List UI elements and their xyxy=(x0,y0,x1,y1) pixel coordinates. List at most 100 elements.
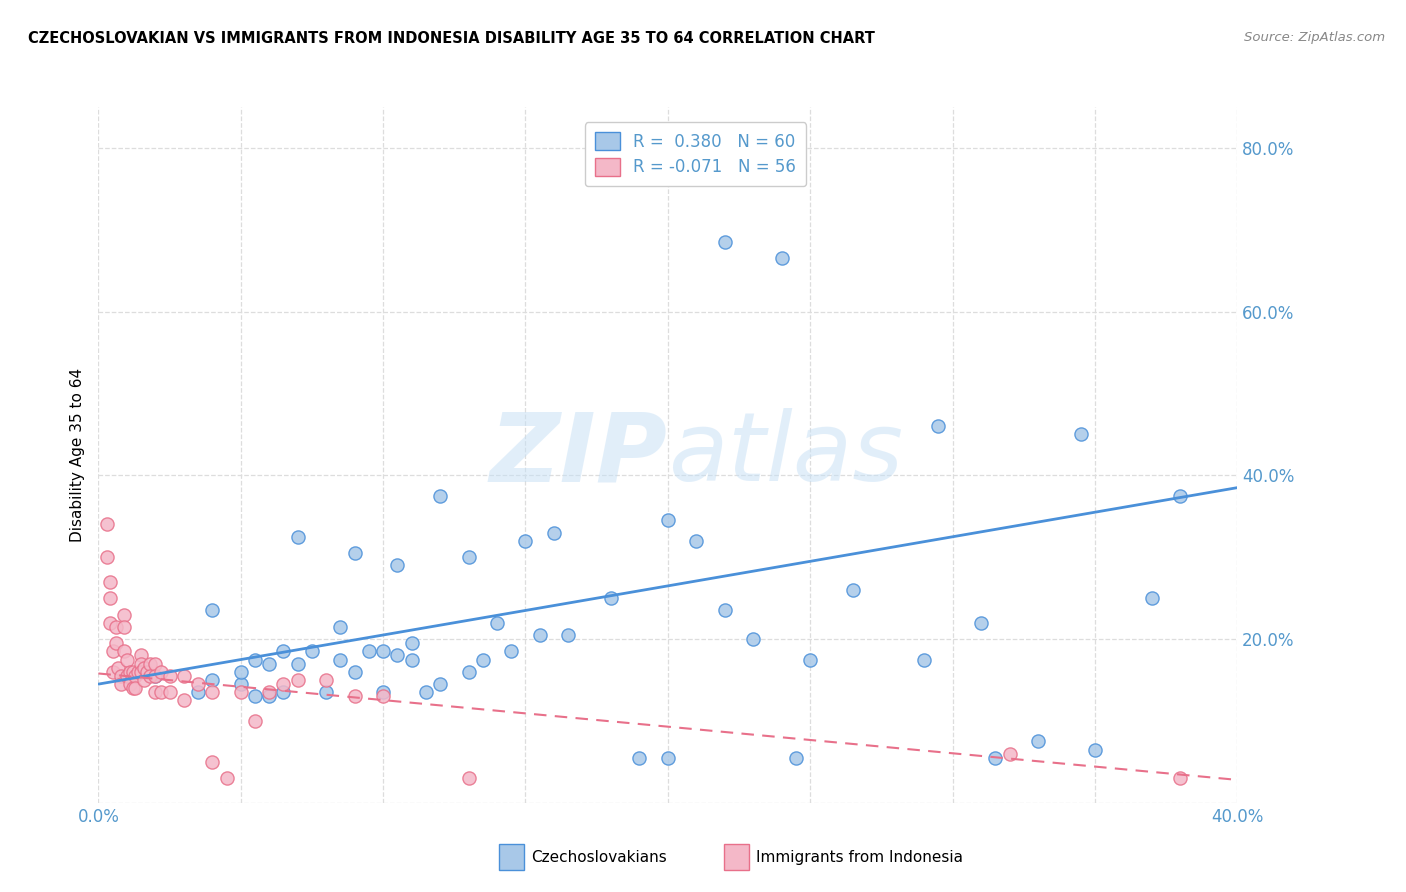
Point xyxy=(229,677,252,691)
Point xyxy=(457,665,479,679)
Point xyxy=(121,681,143,696)
Point xyxy=(600,591,623,606)
Point xyxy=(112,644,135,658)
Point xyxy=(132,661,155,675)
Point xyxy=(628,751,651,765)
Point xyxy=(112,620,135,634)
Point xyxy=(486,615,509,630)
Point xyxy=(714,235,737,249)
Point xyxy=(429,677,451,691)
Point xyxy=(401,636,423,650)
Point xyxy=(415,685,437,699)
Point xyxy=(107,661,129,675)
Point xyxy=(129,648,152,663)
Point xyxy=(315,673,337,687)
Point xyxy=(96,550,118,565)
Point xyxy=(127,665,149,679)
Point xyxy=(273,644,295,658)
Point xyxy=(138,669,160,683)
Point xyxy=(657,513,679,527)
Point xyxy=(115,669,138,683)
Point xyxy=(159,685,181,699)
Point xyxy=(515,533,537,548)
Point xyxy=(150,665,173,679)
Point xyxy=(112,607,135,622)
Point xyxy=(104,620,127,634)
Point xyxy=(187,685,209,699)
Point xyxy=(259,657,281,671)
Point xyxy=(343,546,366,560)
Point xyxy=(471,652,494,666)
Point xyxy=(229,665,252,679)
Text: Czechoslovakians: Czechoslovakians xyxy=(531,849,668,864)
Point xyxy=(129,665,152,679)
Point xyxy=(373,685,395,699)
Point xyxy=(243,714,266,728)
Point xyxy=(373,690,395,704)
Point xyxy=(215,771,238,785)
Point xyxy=(118,665,141,679)
Point xyxy=(129,657,152,671)
Point xyxy=(329,620,352,634)
Point xyxy=(315,685,337,699)
Point xyxy=(145,669,167,683)
Point xyxy=(121,665,143,679)
Point xyxy=(98,591,121,606)
Point xyxy=(543,525,565,540)
Point xyxy=(201,685,224,699)
Point xyxy=(135,665,157,679)
Point xyxy=(96,517,118,532)
Point xyxy=(150,685,173,699)
Point xyxy=(1140,591,1163,606)
Text: Source: ZipAtlas.com: Source: ZipAtlas.com xyxy=(1244,31,1385,45)
Point xyxy=(145,657,167,671)
Point xyxy=(273,677,295,691)
Point xyxy=(343,665,366,679)
Point xyxy=(387,648,409,663)
Point xyxy=(1170,771,1192,785)
Point xyxy=(970,615,993,630)
Point xyxy=(457,550,479,565)
Point xyxy=(1084,742,1107,756)
Point xyxy=(118,677,141,691)
Point xyxy=(429,489,451,503)
Point xyxy=(742,632,765,646)
Point xyxy=(927,419,949,434)
Point xyxy=(387,558,409,573)
Legend: R =  0.380   N = 60, R = -0.071   N = 56: R = 0.380 N = 60, R = -0.071 N = 56 xyxy=(585,122,806,186)
Text: ZIP: ZIP xyxy=(489,409,668,501)
Point xyxy=(201,603,224,617)
Point xyxy=(159,669,181,683)
Point xyxy=(329,652,352,666)
Point xyxy=(343,690,366,704)
Point xyxy=(229,685,252,699)
Point xyxy=(401,652,423,666)
Point xyxy=(373,644,395,658)
Point xyxy=(101,665,124,679)
Point xyxy=(912,652,935,666)
Point xyxy=(124,681,146,696)
Y-axis label: Disability Age 35 to 64: Disability Age 35 to 64 xyxy=(70,368,86,542)
Point xyxy=(110,677,132,691)
Point xyxy=(101,644,124,658)
Point xyxy=(657,751,679,765)
Point xyxy=(457,771,479,785)
Point xyxy=(501,644,523,658)
Point xyxy=(98,574,121,589)
Point xyxy=(98,615,121,630)
Point xyxy=(529,628,551,642)
Point xyxy=(243,652,266,666)
Point xyxy=(1026,734,1049,748)
Point xyxy=(998,747,1021,761)
Text: atlas: atlas xyxy=(668,409,903,501)
Point xyxy=(714,603,737,617)
Point xyxy=(785,751,807,765)
Point xyxy=(243,690,266,704)
Point xyxy=(173,669,195,683)
Point xyxy=(259,690,281,704)
Point xyxy=(799,652,821,666)
Point xyxy=(132,673,155,687)
Point xyxy=(138,657,160,671)
Point xyxy=(357,644,380,658)
Point xyxy=(685,533,707,548)
